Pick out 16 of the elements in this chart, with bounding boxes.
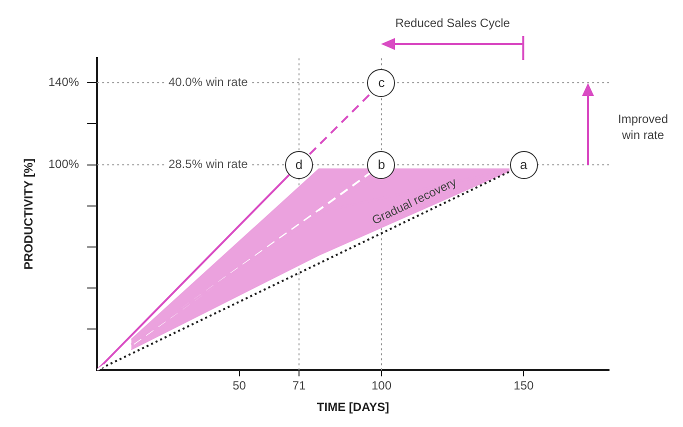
text: Improved win rate [616,110,670,143]
x-tick-label: 71 [292,378,306,393]
y-tick-label: 100% [48,157,80,172]
x-tick-label: 150 [514,378,534,393]
x-tick-label: 50 [232,378,246,393]
circle-outline: c [367,68,396,97]
ref-line-label: 28.5% win rate [168,157,248,172]
y-axis-title: PRODUCTIVITY [%] [22,158,36,270]
x-tick-label: 100 [371,378,392,393]
ref-line-label: 40.0% win rate [168,74,248,89]
x-axis-title: TIME [DAYS] [316,400,390,414]
y-tick-label: 140% [48,74,80,89]
circle-outline: b [367,150,396,179]
circle-outline: a [510,150,538,179]
text: Reduced Sales Cycle [394,16,511,30]
circle-outline: d [285,150,313,179]
